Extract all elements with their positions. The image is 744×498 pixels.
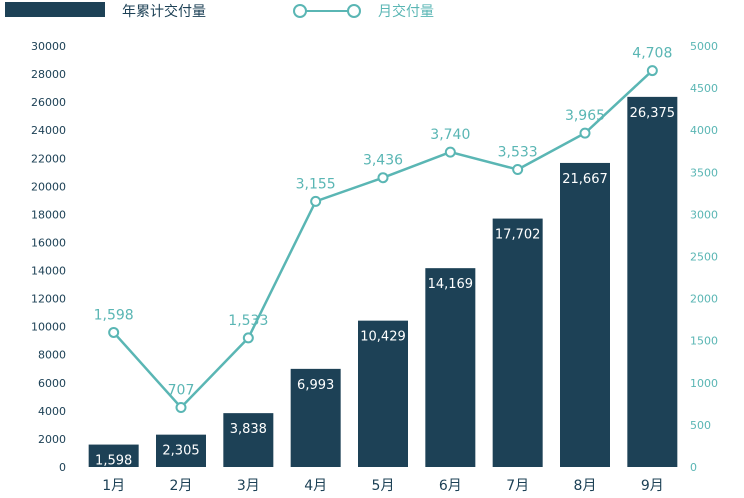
left-tick-label: 20000 [31,180,66,193]
bar [425,268,476,467]
left-tick-label: 30000 [31,40,66,53]
x-tick-label: 8月 [574,478,597,494]
line-point [512,164,524,176]
line-data-label: 3,436 [363,153,403,169]
right-tick-label: 3000 [690,208,718,221]
x-tick-label: 7月 [506,478,529,494]
bar [492,218,543,467]
x-tick-label: 3月 [237,478,260,494]
line-data-label: 4,708 [632,46,672,62]
left-tick-label: 16000 [31,236,66,249]
x-tick-label: 1月 [102,478,125,494]
right-tick-label: 4500 [690,82,718,95]
right-tick-label: 1500 [690,335,718,348]
line-point [579,127,591,139]
right-tick-label: 4000 [690,124,718,137]
bar-data-label: 2,305 [162,444,199,459]
left-tick-label: 4000 [38,405,66,418]
line-data-label: 3,533 [498,145,538,161]
x-axis: 1月 2月 3月 4月 5月 6月 7月 8月 9月 [102,478,664,494]
bar-data-label: 3,838 [230,422,267,437]
line-data-label: 707 [168,382,195,398]
line-data-label: 3,155 [296,176,336,192]
right-tick-label: 500 [690,419,711,432]
left-tick-label: 12000 [31,293,66,306]
bar [156,434,206,467]
x-tick-label: 5月 [372,478,395,494]
line-point [108,326,120,338]
line-point [242,332,254,344]
bar [560,162,610,468]
bar [88,444,139,467]
right-axis: 0 500 1000 1500 2000 2500 3000 3500 4000 4500 5000 [690,40,718,474]
left-tick-label: 22000 [31,152,66,165]
legend: 年累计交付量 月交付量 [5,2,434,20]
bar [223,413,274,467]
bar-data-label: 10,429 [360,330,406,345]
right-tick-label: 0 [690,461,697,474]
bar-data-label: 21,667 [562,172,608,187]
right-tick-label: 2000 [690,293,718,306]
legend-bar-label: 年累计交付量 [122,3,206,20]
bar [358,320,408,467]
legend-line-label: 月交付量 [378,3,434,20]
x-tick-label: 6月 [439,478,462,494]
line-point [444,146,456,158]
left-tick-label: 8000 [38,349,66,362]
x-tick-label: 2月 [170,478,193,494]
right-tick-label: 2500 [690,251,718,264]
legend-line-marker-left [293,4,307,18]
x-tick-label: 4月 [304,478,327,494]
line-data-label: 1,533 [228,313,268,329]
left-tick-label: 24000 [31,124,66,137]
bar-data-label: 26,375 [630,106,676,121]
left-tick-label: 2000 [38,433,66,446]
bar [290,368,341,467]
bar-series: 1,598 2,305 3,838 6,993 10,429 14,169 17,702 21… [88,96,678,469]
right-tick-label: 5000 [690,40,718,53]
legend-line-marker-right [347,4,361,18]
line-series: 1,598 707 1,533 3,155 3,436 3,740 3,533 3,965 4,… [94,46,672,413]
left-tick-label: 10000 [31,321,66,334]
right-tick-label: 3500 [690,166,718,179]
line-point [646,65,658,77]
bar-data-label: 6,993 [297,378,334,393]
line-point [377,172,389,184]
left-tick-label: 14000 [31,265,66,278]
left-tick-label: 18000 [31,208,66,221]
line-point [175,401,187,413]
left-axis: 0 2000 4000 6000 8000 10000 12000 14000 16000 180… [31,40,66,474]
line-point [310,195,322,207]
bar-data-label: 1,598 [95,454,132,469]
legend-bar-swatch [5,2,105,17]
line-data-label: 3,965 [565,108,605,124]
line-data-label: 1,598 [94,307,134,323]
left-tick-label: 6000 [38,377,66,390]
bar-data-label: 17,702 [495,228,541,243]
right-tick-label: 1000 [690,377,718,390]
left-tick-label: 0 [59,461,66,474]
left-tick-label: 26000 [31,96,66,109]
line-data-label: 3,740 [430,127,470,143]
x-tick-label: 9月 [641,478,664,494]
bar [627,96,678,467]
bar-data-label: 14,169 [428,277,474,292]
left-tick-label: 28000 [31,68,66,81]
